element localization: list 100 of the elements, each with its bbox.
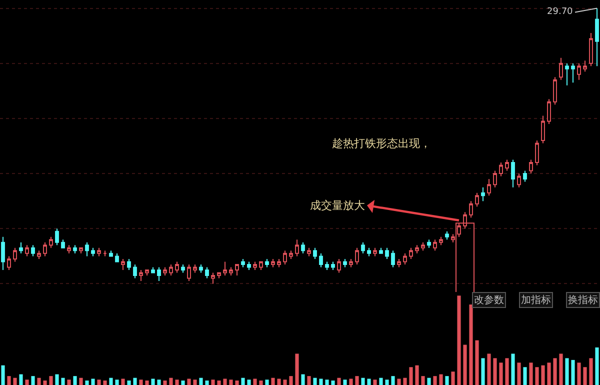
bar — [289, 376, 293, 385]
candlestick — [427, 239, 431, 248]
candlestick — [67, 244, 71, 254]
bar — [553, 358, 557, 385]
candlestick — [343, 258, 347, 268]
bar — [481, 358, 485, 385]
candlestick — [571, 62, 575, 84]
candlestick — [217, 272, 221, 279]
bar — [469, 304, 473, 385]
candlestick — [493, 170, 497, 188]
candlestick — [43, 242, 47, 257]
candlestick — [313, 247, 317, 260]
bar — [559, 354, 563, 385]
bar — [577, 362, 581, 385]
candlestick — [397, 258, 401, 268]
bar — [517, 362, 521, 385]
bar — [229, 380, 233, 385]
bar — [379, 378, 383, 385]
bar — [271, 378, 275, 385]
bar — [301, 374, 305, 385]
bar — [457, 296, 461, 385]
candlestick — [499, 162, 503, 177]
bar — [67, 380, 71, 385]
bar — [427, 378, 431, 385]
bar — [235, 380, 239, 385]
candlestick — [37, 250, 41, 260]
candlestick — [7, 256, 11, 270]
bar — [223, 378, 227, 385]
candlestick — [391, 250, 395, 268]
candlestick — [199, 264, 203, 274]
bar — [475, 340, 479, 385]
bar — [103, 380, 107, 385]
bar — [307, 376, 311, 385]
bar — [115, 380, 119, 385]
candlestick — [589, 32, 593, 67]
candlestick — [349, 258, 353, 268]
candlestick — [307, 247, 311, 257]
bar — [397, 378, 401, 385]
candlestick — [541, 115, 545, 144]
bar — [7, 376, 11, 385]
candlestick — [373, 247, 377, 257]
bar — [391, 376, 395, 385]
candlestick — [319, 252, 323, 268]
candlestick — [379, 247, 383, 254]
candlestick — [487, 178, 491, 196]
candlestick — [115, 252, 119, 262]
bar — [361, 378, 365, 385]
candlestick — [13, 247, 17, 262]
bar — [13, 378, 17, 385]
bar — [373, 380, 377, 385]
candlestick — [193, 264, 197, 274]
annotation: 换指标 — [568, 294, 598, 306]
bar — [283, 380, 287, 385]
bar — [205, 380, 209, 385]
candlestick — [553, 76, 557, 106]
bar — [1, 365, 5, 385]
bar — [547, 362, 551, 385]
candlestick — [565, 62, 569, 86]
candlestick — [409, 247, 413, 260]
bar — [487, 354, 491, 385]
bar — [505, 358, 509, 385]
candlestick — [517, 173, 521, 188]
bar — [523, 367, 527, 385]
candlestick — [301, 242, 305, 254]
candlestick — [55, 228, 59, 246]
candlestick — [481, 186, 485, 202]
candlestick — [547, 98, 551, 124]
bar — [541, 365, 545, 385]
candlestick — [211, 272, 215, 284]
bar — [175, 380, 179, 385]
bar — [385, 380, 389, 385]
candlestick — [421, 242, 425, 252]
bar — [295, 354, 299, 385]
bar — [493, 358, 497, 385]
bar — [61, 378, 65, 385]
candlestick — [283, 250, 287, 265]
candlestick — [367, 247, 371, 257]
candlestick — [1, 236, 5, 270]
candlestick — [229, 266, 233, 276]
candlestick — [133, 264, 137, 279]
bar — [91, 378, 95, 385]
bar — [163, 380, 167, 385]
bar — [133, 378, 137, 385]
bar — [25, 380, 29, 385]
bar — [583, 367, 587, 385]
bar — [463, 344, 467, 385]
candlestick — [175, 261, 179, 274]
candlestick — [127, 258, 131, 270]
bar — [355, 376, 359, 385]
bar — [421, 376, 425, 385]
bar — [433, 376, 437, 385]
bar — [265, 380, 269, 385]
bar — [415, 365, 419, 385]
candlestick — [139, 269, 143, 282]
candlestick — [253, 261, 257, 270]
bar — [79, 378, 83, 385]
bar — [43, 380, 47, 385]
candlestick — [247, 261, 251, 270]
candlestick — [79, 247, 83, 254]
candlestick — [529, 159, 533, 174]
